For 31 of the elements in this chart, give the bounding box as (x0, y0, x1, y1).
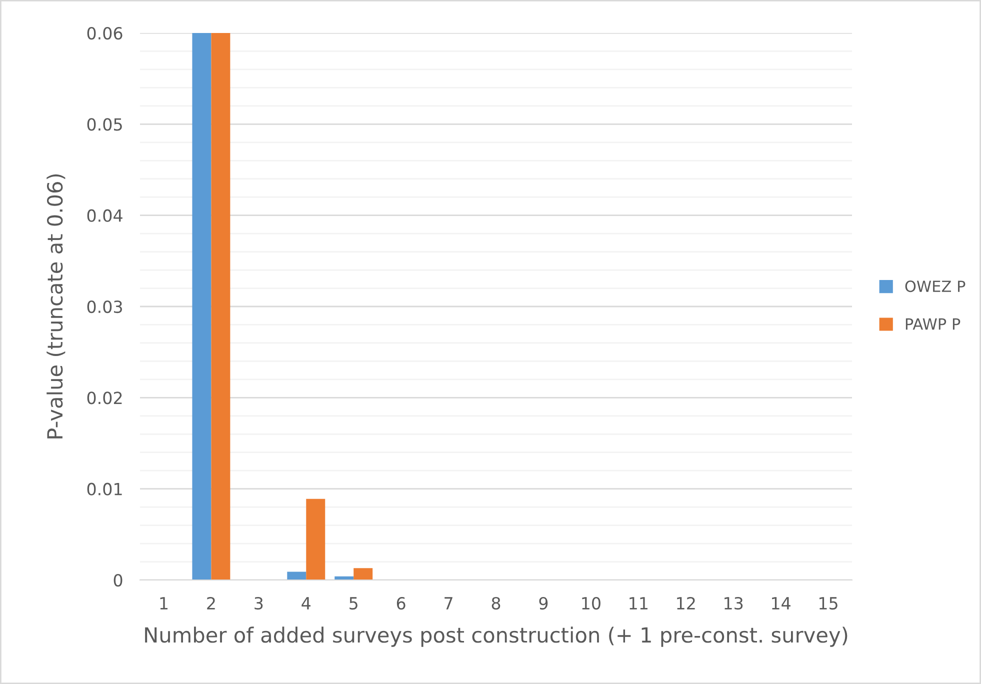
x-tick-label: 14 (772, 597, 790, 610)
x-tick-label: 3 (254, 596, 263, 610)
y-tick-label: 0.05 (87, 118, 122, 131)
y-tick-label: 0 (114, 574, 122, 587)
bar (211, 33, 230, 580)
legend-label: PAWP P (906, 318, 960, 330)
x-tick-label: 7 (444, 597, 452, 610)
x-tick-label: 1 (160, 597, 168, 610)
x-tick-label: 10 (582, 596, 600, 610)
bar (306, 498, 326, 580)
legend-label: OWEZ P (905, 280, 966, 292)
x-tick-label: 6 (396, 596, 406, 610)
y-tick-label: 0.01 (87, 482, 122, 496)
bar (192, 33, 212, 580)
x-tick-label: 9 (539, 596, 548, 610)
y-tick-label: 0.06 (87, 26, 122, 40)
x-axis-title: Number of added surveys post construction (+ 1 pre-const. survey) (145, 626, 848, 647)
x-tick-label: 8 (492, 596, 500, 610)
x-tick-label: 12 (677, 596, 695, 610)
y-tick-label: 0.03 (87, 300, 122, 314)
x-tick-label: 2 (207, 596, 215, 610)
x-tick-label: 13 (724, 596, 743, 610)
y-tick-label: 0.04 (87, 209, 122, 222)
y-axis-title: P-value (truncate at 0.06) (46, 174, 66, 438)
y-tick-label: 0.02 (87, 392, 122, 404)
x-tick-label: 15 (819, 597, 838, 610)
x-tick-label: 4 (302, 597, 310, 610)
bar (354, 568, 373, 580)
bar (287, 572, 306, 580)
x-tick-label: 11 (630, 597, 648, 610)
x-tick-label: 5 (350, 597, 358, 610)
